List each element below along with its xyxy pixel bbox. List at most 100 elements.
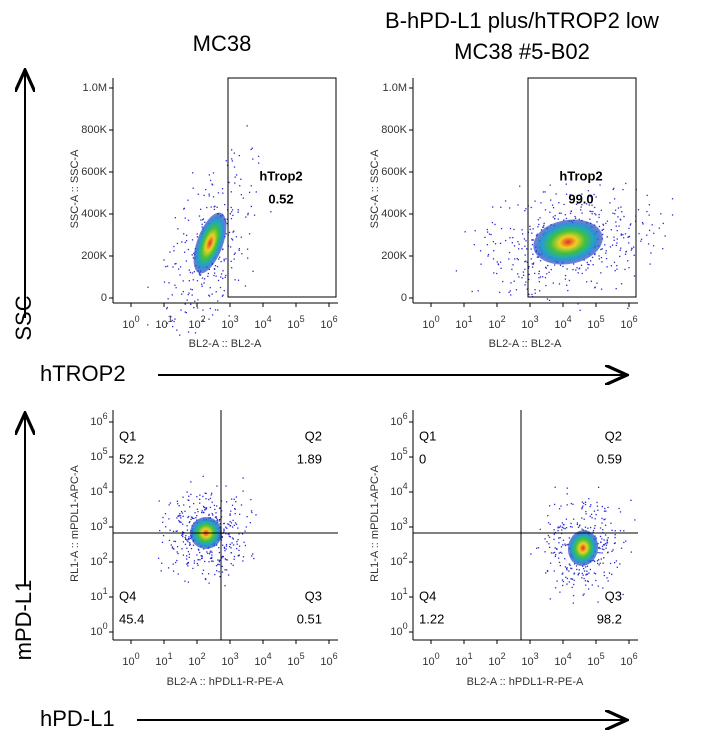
event-dot (658, 227, 660, 229)
event-dot (492, 206, 494, 208)
tick-base: 10 (320, 319, 332, 331)
event-dot (519, 185, 521, 187)
event-dot (591, 204, 593, 206)
event-dot (629, 224, 631, 226)
event-dot (597, 486, 600, 488)
event-dot (250, 510, 253, 512)
event-dot (193, 562, 195, 564)
event-dot (548, 299, 551, 302)
event-dot (224, 569, 226, 571)
event-dot (209, 307, 211, 310)
event-dot (602, 587, 604, 589)
event-dot (176, 517, 178, 519)
event-dot (176, 242, 179, 245)
event-dot (192, 279, 195, 281)
event-dot (544, 538, 546, 540)
event-dot (566, 493, 568, 495)
row-y-label: SSC (11, 295, 36, 340)
event-dot (572, 268, 574, 271)
tick-exponent: 0 (103, 621, 108, 631)
event-dot (238, 555, 240, 557)
event-dot (177, 515, 179, 517)
tick-exponent: 2 (501, 651, 506, 661)
event-dot (593, 559, 595, 562)
event-dot (231, 267, 233, 269)
y-tick-label: 600K (81, 166, 107, 178)
event-dot (221, 536, 223, 539)
event-dot (237, 527, 239, 529)
event-dot (583, 577, 585, 580)
event-dot (215, 275, 217, 277)
event-dot (545, 284, 547, 287)
quadrant-value: 0.59 (597, 451, 622, 466)
event-dot (192, 502, 195, 505)
event-dot (203, 506, 205, 508)
event-dot (594, 253, 596, 255)
event-dot (583, 570, 586, 572)
tick-exponent: 3 (234, 651, 239, 661)
tick-base: 10 (390, 451, 402, 463)
event-dot (536, 256, 538, 258)
row-y-label: mPD-L1 (11, 580, 36, 661)
event-dot (234, 522, 237, 524)
event-dot (609, 202, 611, 204)
event-dot (601, 505, 604, 508)
event-dot (592, 210, 594, 213)
event-dot (521, 233, 524, 235)
event-dot (218, 258, 220, 260)
event-dot (217, 309, 219, 311)
event-dot (562, 527, 565, 529)
event-dot (594, 253, 596, 256)
event-dot (566, 569, 568, 571)
event-dot (211, 492, 213, 494)
event-dot (176, 329, 178, 331)
event-dot (233, 558, 235, 560)
event-dot (209, 551, 211, 553)
y-tick-label: 1.0M (383, 82, 407, 94)
tick-exponent: 1 (103, 586, 108, 596)
event-dot (208, 513, 210, 516)
event-dot (568, 563, 571, 565)
event-dot (214, 508, 216, 511)
tick-base: 10 (422, 319, 434, 331)
event-dot (231, 158, 233, 160)
event-dot (190, 518, 192, 521)
quadrant-name: Q2 (605, 428, 622, 443)
event-dot (191, 289, 193, 291)
event-dot (217, 300, 219, 302)
event-dot (170, 544, 172, 546)
event-dot (197, 510, 199, 513)
event-dot (564, 528, 566, 530)
event-dot (238, 549, 240, 552)
gate-value: 0.52 (268, 191, 293, 206)
event-dot (554, 547, 556, 549)
event-dot (604, 524, 607, 526)
event-dot (547, 264, 549, 267)
event-dot (531, 243, 534, 246)
event-dot (620, 234, 622, 236)
event-dot (209, 557, 212, 560)
tick-exponent: 3 (234, 314, 239, 324)
event-dot (532, 253, 534, 255)
event-dot (233, 524, 235, 527)
event-dot (521, 248, 523, 250)
event-dot (201, 223, 203, 225)
event-dot (558, 212, 561, 214)
event-dot (585, 269, 587, 271)
event-dot (173, 540, 175, 542)
event-dot (201, 557, 203, 559)
event-dot (229, 246, 232, 248)
event-dot (197, 193, 199, 195)
log-tick-label: 103 (390, 516, 407, 533)
event-dot (500, 206, 502, 208)
event-dot (184, 311, 186, 313)
event-dot (546, 541, 548, 543)
event-dot (571, 586, 573, 589)
event-dot (565, 518, 568, 520)
tick-exponent: 3 (403, 516, 408, 526)
event-dot (208, 195, 210, 197)
tick-exponent: 3 (103, 516, 108, 526)
event-dot (560, 546, 563, 548)
event-dot (218, 563, 220, 566)
tick-exponent: 3 (534, 651, 539, 661)
